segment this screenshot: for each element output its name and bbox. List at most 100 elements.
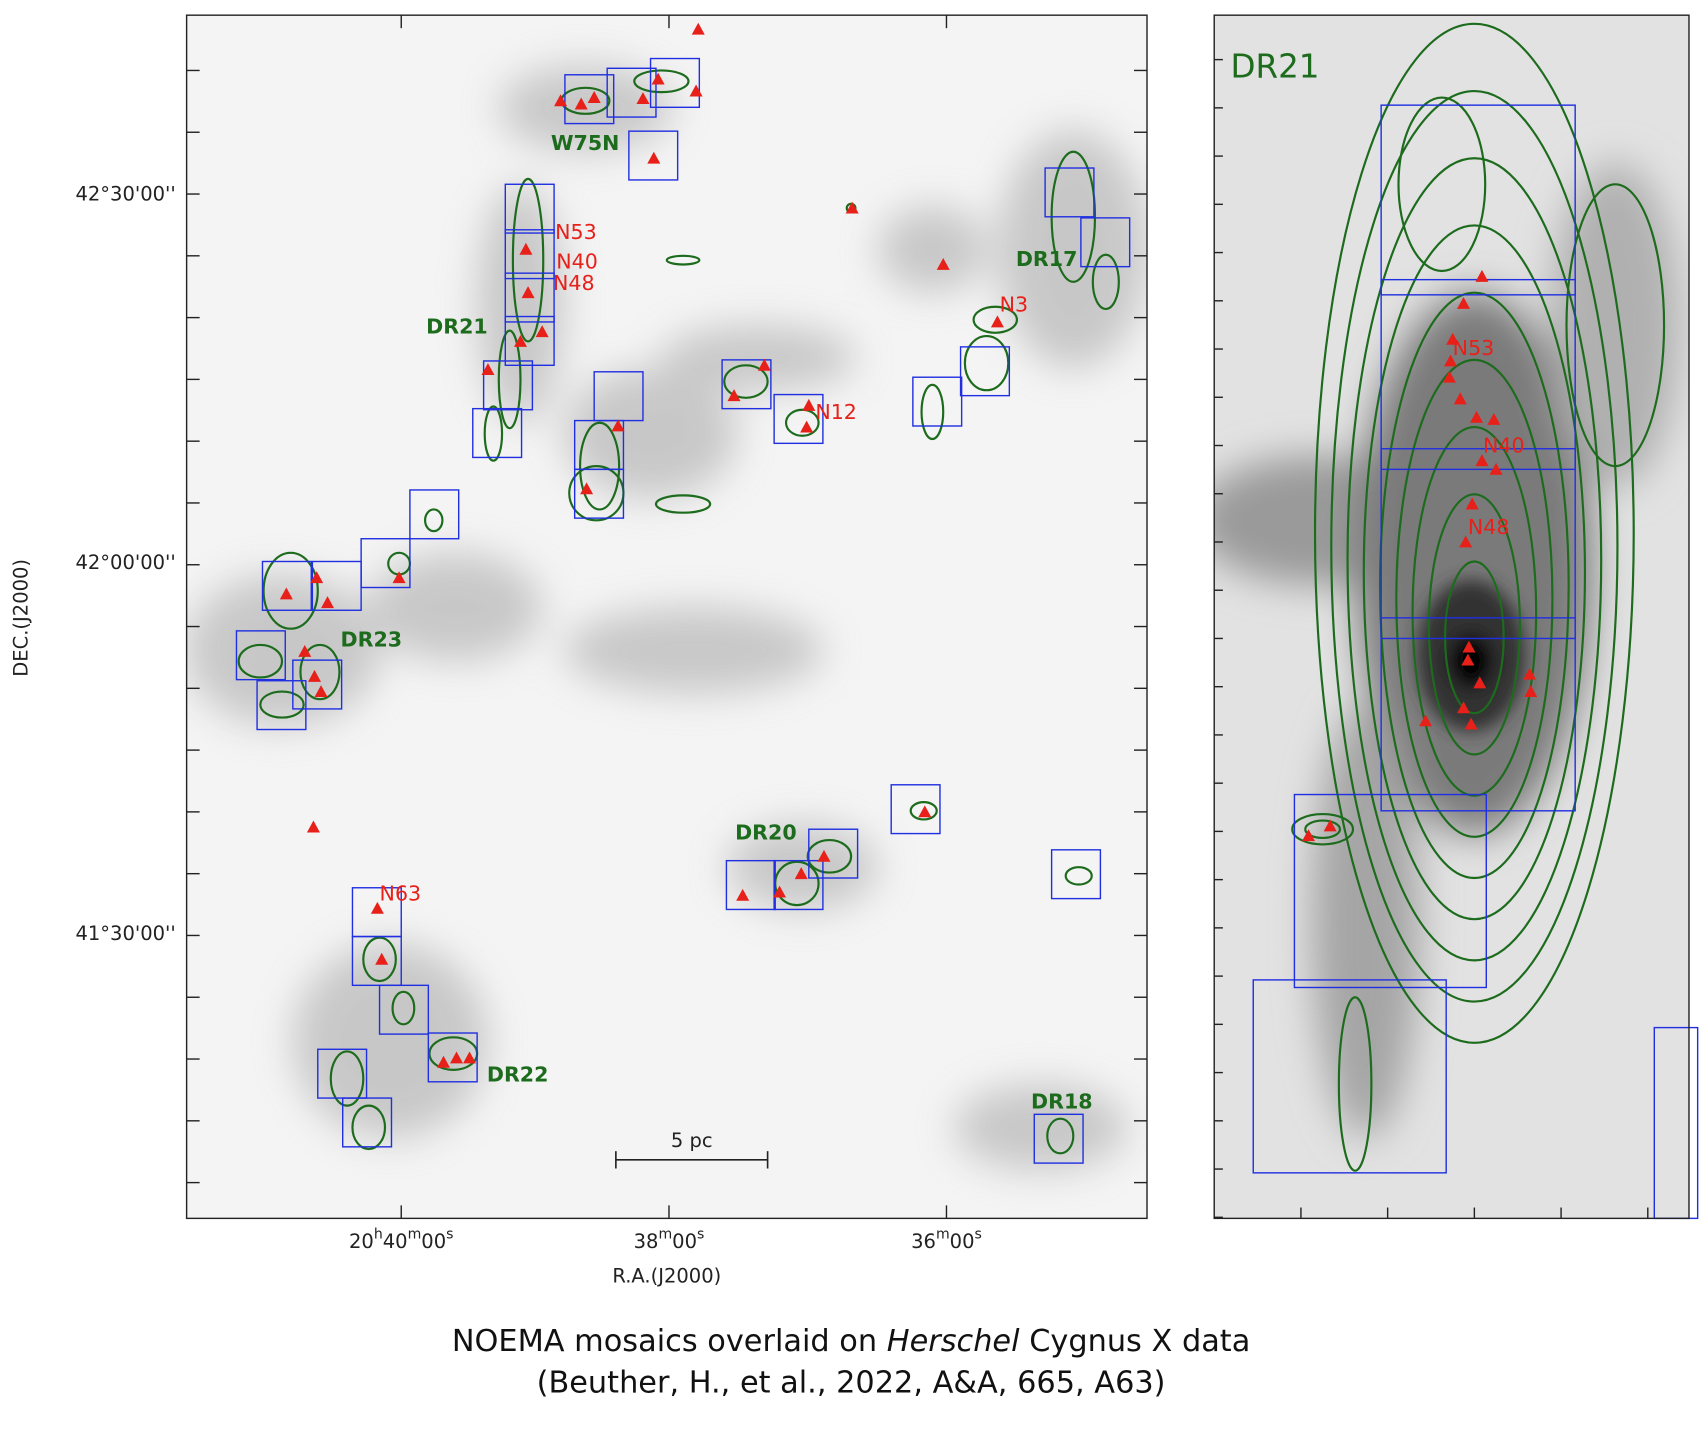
mosaic-box: [378, 984, 430, 1035]
contour: [806, 838, 853, 874]
source-marker: [1442, 370, 1456, 383]
source-marker: [1419, 714, 1433, 727]
contour: [1337, 996, 1373, 1172]
source-label: N40: [556, 249, 598, 273]
source-label: N53: [1453, 336, 1495, 360]
contour: [665, 254, 701, 266]
mosaic-box: [649, 57, 701, 109]
source-label: N3: [1000, 293, 1029, 317]
ra-tick-part: m: [658, 1227, 672, 1243]
source-marker: [802, 398, 816, 411]
contour: [1064, 866, 1093, 886]
ra-tick-part: s: [974, 1227, 981, 1243]
source-marker: [1523, 667, 1537, 680]
ra-tick-part: h: [374, 1227, 383, 1243]
ra-tick-part: 38: [634, 1230, 659, 1253]
source-marker: [298, 644, 312, 657]
source-marker: [1302, 829, 1316, 842]
mosaic-box: [427, 1032, 478, 1083]
contour: [1304, 819, 1342, 839]
mosaic-box: [628, 130, 679, 181]
source-marker: [1465, 497, 1479, 510]
contour: [633, 69, 690, 94]
contour: [1291, 812, 1355, 846]
region-label: DR21: [426, 314, 488, 338]
source-marker: [845, 201, 859, 214]
contour: [963, 334, 1010, 392]
ra-tick-part: 40: [383, 1230, 408, 1253]
source-marker: [990, 315, 1004, 328]
source-marker: [611, 419, 625, 432]
mosaic-box: [1380, 448, 1576, 640]
ra-tick-label: 36m00s: [911, 1227, 982, 1253]
source-marker: [587, 91, 601, 103]
contour: [259, 690, 305, 719]
contour: [1397, 96, 1487, 273]
contour: [329, 1050, 365, 1107]
mosaic-box: [890, 784, 941, 835]
contour: [497, 329, 522, 430]
contour: [784, 408, 820, 437]
source-marker: [936, 257, 950, 270]
contour: [1046, 1117, 1075, 1155]
mosaic-box: [564, 74, 615, 125]
source-marker: [1487, 412, 1501, 425]
contour: [391, 990, 416, 1026]
source-marker: [651, 72, 665, 85]
ra-tick-part: 20: [349, 1230, 374, 1253]
source-marker: [279, 587, 293, 600]
source-marker: [800, 420, 814, 433]
contour: [1411, 425, 1538, 797]
contour: [424, 508, 444, 533]
source-marker: [321, 596, 335, 609]
contour: [1444, 560, 1505, 715]
mosaic-box: [1380, 104, 1576, 296]
contour: [351, 1104, 387, 1151]
contour: [723, 364, 769, 399]
contour: [579, 421, 621, 511]
source-marker: [1457, 701, 1471, 714]
scale-bar-label: 5 pc: [671, 1129, 713, 1152]
source-marker: [1489, 462, 1503, 475]
mosaic-box: [504, 183, 555, 234]
caption-part: NOEMA mosaics overlaid on: [452, 1323, 887, 1358]
source-marker: [794, 867, 808, 880]
source-marker: [521, 286, 535, 299]
source-marker: [1473, 676, 1487, 689]
mosaic-box: [292, 659, 343, 710]
ra-tick-part: 00: [421, 1230, 446, 1253]
ra-tick-part: 00: [672, 1230, 697, 1253]
contour: [511, 177, 545, 343]
source-marker: [1524, 685, 1538, 697]
mosaic-box: [1050, 849, 1102, 900]
source-marker: [636, 92, 650, 105]
source-marker: [535, 325, 549, 338]
source-marker: [918, 805, 932, 818]
source-marker: [513, 334, 527, 347]
source-marker: [727, 389, 741, 402]
mosaic-box: [409, 489, 460, 540]
source-marker: [1457, 297, 1471, 309]
contour: [1330, 89, 1619, 1003]
dec-axis-title: DEC.(J2000): [9, 559, 32, 677]
source-label: N53: [555, 220, 597, 244]
mosaic-box: [1380, 617, 1576, 812]
caption-line: (Beuther, H., et al., 2022, A&A, 665, A6…: [537, 1366, 1166, 1401]
contour: [909, 801, 938, 821]
source-marker: [463, 1051, 477, 1064]
region-label: DR20: [735, 821, 797, 845]
contour: [1362, 224, 1587, 921]
contour: [362, 936, 397, 983]
ra-tick-part: 00: [950, 1230, 975, 1253]
source-marker: [736, 888, 750, 901]
mosaic-box: [1033, 1113, 1084, 1164]
mosaic-box: [773, 859, 824, 911]
source-marker: [1470, 410, 1484, 423]
dec-tick-label: 41°30'00'': [75, 922, 175, 945]
source-marker: [1446, 332, 1460, 345]
region-label: DR23: [341, 628, 403, 652]
contour: [1313, 22, 1635, 1044]
contour: [1427, 493, 1521, 756]
